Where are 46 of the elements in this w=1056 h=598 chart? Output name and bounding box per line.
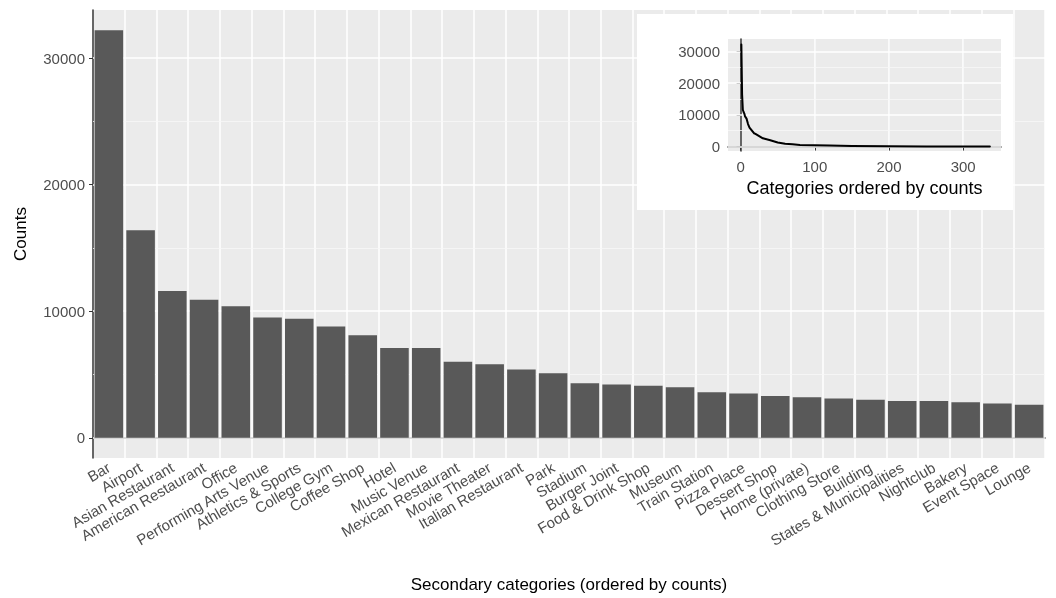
bar [602,384,631,438]
y-tick-label: 30000 [43,49,85,67]
bar [316,326,346,438]
x-tick-label: 300 [950,158,976,175]
bar [411,347,441,438]
y-axis-title: Counts [11,207,30,261]
bar [475,364,504,438]
y-tick-label: 30000 [678,42,720,60]
bar [507,369,536,438]
bar [189,299,219,438]
line-series [740,43,991,148]
y-tick-label: 10000 [678,106,720,124]
bar [443,361,473,438]
bar [729,393,758,438]
bar [1014,404,1044,438]
bar [348,335,378,438]
y-tick-label: 0 [76,429,85,447]
bar [126,230,155,438]
bar [221,306,251,438]
x-tick-label: 100 [802,158,828,175]
bar [665,387,695,438]
bar [380,347,409,438]
y-tick-label: 0 [711,138,720,156]
bar [951,402,980,438]
y-tick-label: 20000 [678,74,720,92]
bar [570,383,600,438]
x-axis-title: Categories ordered by counts [746,178,983,198]
y-tick-label: 10000 [43,302,85,320]
x-axis-title: Secondary categories (ordered by counts) [410,575,728,594]
bar [856,399,885,438]
bar [824,398,854,438]
bar [94,30,124,438]
bar [760,395,790,438]
bar [887,401,917,438]
bar [792,397,822,438]
x-tick-label: 200 [876,158,902,175]
bar [538,373,568,438]
x-tick-label: 0 [736,158,745,175]
bar [253,317,282,438]
bar [284,318,314,438]
bar [983,403,1012,438]
bar [919,401,949,438]
y-tick-label: 20000 [43,176,85,194]
bar [697,392,727,438]
bar [158,290,187,438]
bar [634,385,663,438]
